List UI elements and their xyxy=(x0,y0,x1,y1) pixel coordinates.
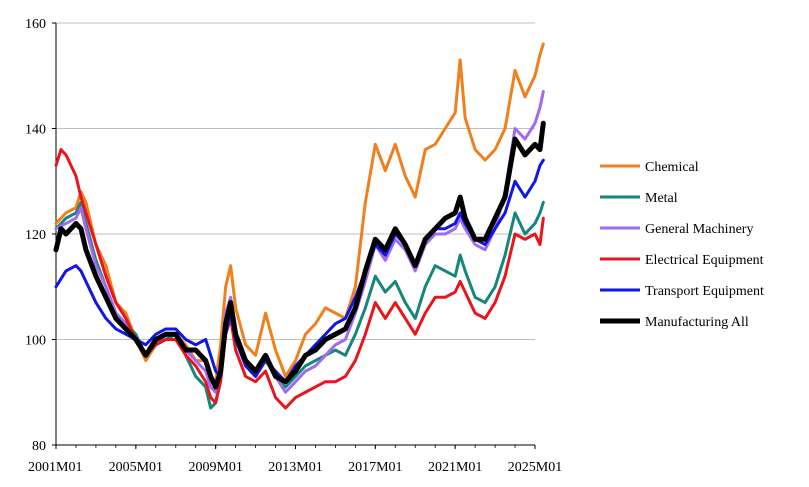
legend-item: Manufacturing All xyxy=(600,315,749,330)
x-tick-labels: 2001M01 2005M01 2009M01 2013M01 2017M01 2021M… xyxy=(28,460,562,475)
gridlines xyxy=(56,22,535,340)
legend-label: Manufacturing All xyxy=(645,315,749,330)
legend-item: Transport Equipment xyxy=(600,284,764,299)
legend-label: Chemical xyxy=(645,160,699,175)
y-tick-label: 100 xyxy=(25,334,46,349)
axes xyxy=(52,22,536,449)
legend-item: General Machinery xyxy=(600,222,753,237)
y-tick-labels: 80 100 120 140 160 xyxy=(25,17,46,454)
legend-label: Metal xyxy=(645,191,678,206)
x-tick-label: 2021M01 xyxy=(428,460,482,475)
legend-label: General Machinery xyxy=(645,222,753,237)
x-tick-label: 2013M01 xyxy=(268,460,322,475)
series-lines xyxy=(53,42,546,410)
x-tick-label: 2017M01 xyxy=(348,460,402,475)
x-tick-label: 2009M01 xyxy=(188,460,242,475)
series-line-electrical-equipment xyxy=(54,148,545,410)
x-tick-label: 2005M01 xyxy=(109,460,163,475)
legend-item: Electrical Equipment xyxy=(600,253,764,268)
legend-item: Metal xyxy=(600,191,678,206)
series-line-manufacturing-all xyxy=(53,120,546,390)
x-tick-label: 2025M01 xyxy=(508,460,562,475)
y-tick-label: 120 xyxy=(25,228,46,243)
y-tick-label: 140 xyxy=(25,123,46,138)
legend-item: Chemical xyxy=(600,160,699,175)
legend-label: Transport Equipment xyxy=(645,284,764,299)
legend-label: Electrical Equipment xyxy=(645,253,764,268)
y-tick-label: 80 xyxy=(32,439,46,454)
legend: Chemical Metal General Machinery Electrical… xyxy=(600,160,764,330)
y-tick-label: 160 xyxy=(25,17,46,32)
x-tick-label: 2001M01 xyxy=(28,460,82,475)
